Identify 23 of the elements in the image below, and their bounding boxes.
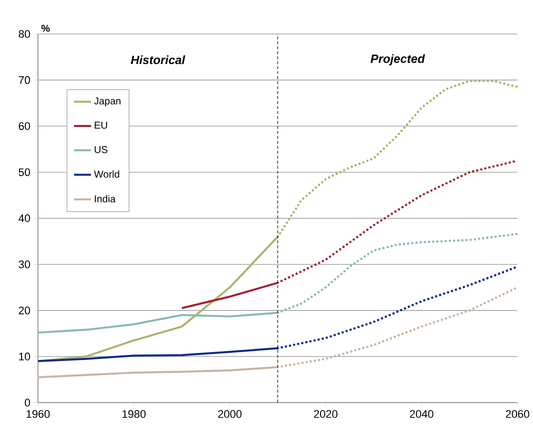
y-tick-label: 10 [19,352,30,361]
annotation: Projected [370,54,426,66]
x-tick-label: 2000 [218,410,242,418]
y-tick-label: 0 [24,398,30,407]
legend-label: World [94,170,120,178]
x-tick-label: 1980 [122,410,146,418]
y-axis-title: % [41,24,50,32]
y-tick-label: 80 [18,30,30,38]
x-tick-label: 2060 [506,410,530,418]
legend-label: US [94,146,108,154]
y-tick-label: 30 [18,260,30,268]
annotation: Historical [130,56,186,64]
y-tick-label: 70 [18,76,30,84]
legend-label: Japan [94,98,120,107]
y-tick-label: 20 [18,306,30,315]
x-tick-label: 1960 [26,410,50,418]
y-tick-label: 60 [18,122,30,130]
legend-label: EU [94,122,108,129]
y-tick-label: 40 [18,214,30,222]
x-tick-label: 2020 [314,410,338,418]
legend-label: India [94,195,116,203]
x-tick-label: 2040 [410,410,434,418]
y-tick-label: 50 [18,168,30,176]
